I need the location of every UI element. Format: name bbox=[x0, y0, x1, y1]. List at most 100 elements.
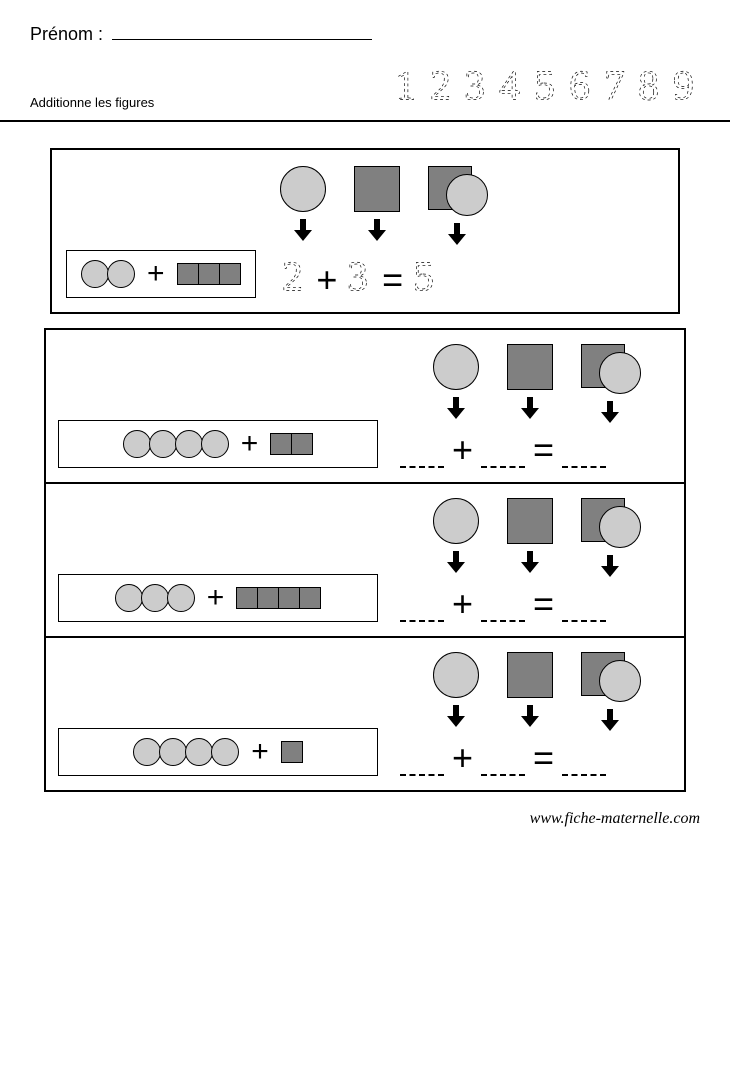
circle-shape bbox=[107, 260, 135, 288]
exercises-box: + +=+ +=+ bbox=[44, 328, 686, 792]
arrow-down-icon bbox=[366, 218, 388, 242]
circle-shape bbox=[211, 738, 239, 766]
plus-operator: + bbox=[207, 583, 225, 613]
svg-text:4: 4 bbox=[499, 63, 520, 107]
arrow-down-icon bbox=[519, 704, 541, 728]
trace-digit: 3 bbox=[462, 63, 491, 114]
svg-text:6: 6 bbox=[569, 63, 590, 107]
answer-blank[interactable] bbox=[400, 588, 444, 622]
answer-blank[interactable] bbox=[481, 434, 525, 468]
answer-blank[interactable] bbox=[481, 588, 525, 622]
legend-square bbox=[507, 498, 553, 578]
legend-row bbox=[400, 498, 672, 578]
example-shape-frame: + bbox=[66, 250, 256, 298]
example-box: + 2 + 3 = 5 bbox=[50, 148, 680, 314]
arrow-down-icon bbox=[292, 218, 314, 242]
circle-shape bbox=[175, 430, 203, 458]
legend-circle bbox=[433, 652, 479, 732]
instruction-text: Additionne les figures bbox=[30, 95, 154, 114]
answer-blank[interactable] bbox=[481, 742, 525, 776]
answer-blank[interactable] bbox=[400, 742, 444, 776]
square-shape bbox=[236, 587, 258, 609]
legend-circle bbox=[433, 498, 479, 578]
answer-blank[interactable] bbox=[400, 434, 444, 468]
trace-digits: 1 2 3 4 5 6 7 8 9 bbox=[393, 63, 700, 114]
arrow-down-icon bbox=[599, 708, 621, 732]
example-equation: 2 + 3 = 5 bbox=[280, 254, 486, 298]
svg-text:2: 2 bbox=[430, 63, 451, 107]
arrow-down-icon bbox=[519, 396, 541, 420]
subheader-row: Additionne les figures 1 2 3 4 5 6 7 8 9 bbox=[30, 63, 700, 120]
square-shape bbox=[198, 263, 220, 285]
circle-shape bbox=[159, 738, 187, 766]
arrow-down-icon bbox=[599, 554, 621, 578]
svg-text:8: 8 bbox=[638, 63, 659, 107]
legend-circle bbox=[280, 166, 326, 246]
plus-operator: + bbox=[452, 432, 473, 468]
trace-digit: 4 bbox=[497, 63, 526, 114]
trace-digit: 6 bbox=[567, 63, 596, 114]
circle-shape bbox=[133, 738, 161, 766]
trace-digit: 5 bbox=[532, 63, 561, 114]
plus-operator: + bbox=[241, 429, 259, 459]
circle-shape bbox=[115, 584, 143, 612]
trace-digit: 2 bbox=[428, 63, 457, 114]
svg-text:9: 9 bbox=[673, 63, 694, 107]
circle-shape bbox=[149, 430, 177, 458]
svg-text:7: 7 bbox=[604, 63, 625, 107]
exercise-equation: += bbox=[400, 586, 672, 622]
plus-operator: + bbox=[452, 586, 473, 622]
exercise-row: + + = bbox=[46, 330, 684, 482]
square-shape bbox=[278, 587, 300, 609]
exercise-row: + += bbox=[46, 636, 684, 790]
legend-circle bbox=[433, 344, 479, 424]
equals-operator: = bbox=[382, 262, 403, 298]
trace-digit: 8 bbox=[636, 63, 665, 114]
circle-shape bbox=[141, 584, 169, 612]
arrow-down-icon bbox=[445, 550, 467, 574]
circle-shape bbox=[185, 738, 213, 766]
equals-operator: = bbox=[533, 586, 554, 622]
arrow-down-icon bbox=[446, 222, 468, 246]
name-input-line[interactable] bbox=[112, 30, 372, 40]
answer-blank[interactable] bbox=[562, 742, 606, 776]
trace-digit: 9 bbox=[671, 63, 700, 114]
arrow-down-icon bbox=[445, 704, 467, 728]
legend-square bbox=[507, 344, 553, 424]
legend-combo bbox=[581, 498, 639, 578]
exercise-row: + += bbox=[46, 482, 684, 636]
svg-text:2: 2 bbox=[281, 254, 302, 298]
legend-row bbox=[400, 652, 672, 732]
example-right: 2 + 3 = 5 bbox=[280, 166, 486, 298]
square-shape bbox=[177, 263, 199, 285]
name-label: Prénom : bbox=[30, 24, 103, 44]
square-shape bbox=[270, 433, 292, 455]
exercise-shape-frame: + bbox=[58, 420, 378, 468]
svg-text:5: 5 bbox=[534, 63, 555, 107]
exercise-shape-frame: + bbox=[58, 574, 378, 622]
arrow-down-icon bbox=[599, 400, 621, 424]
equals-operator: = bbox=[533, 432, 554, 468]
svg-text:3: 3 bbox=[464, 63, 485, 107]
arrow-down-icon bbox=[519, 550, 541, 574]
legend-square bbox=[507, 652, 553, 732]
square-shape bbox=[281, 741, 303, 763]
square-shape bbox=[299, 587, 321, 609]
plus-operator: + bbox=[251, 737, 269, 767]
legend-combo bbox=[581, 652, 639, 732]
exercise-equation: += bbox=[400, 740, 672, 776]
plus-operator: + bbox=[452, 740, 473, 776]
circle-shape bbox=[167, 584, 195, 612]
answer-blank[interactable] bbox=[562, 588, 606, 622]
arrow-down-icon bbox=[445, 396, 467, 420]
plus-operator: + bbox=[147, 259, 165, 289]
legend-row bbox=[400, 344, 672, 424]
circle-shape bbox=[81, 260, 109, 288]
legend-combo bbox=[428, 166, 486, 246]
name-row: Prénom : bbox=[30, 24, 700, 45]
square-shape bbox=[257, 587, 279, 609]
legend-square bbox=[354, 166, 400, 246]
trace-digit: 7 bbox=[602, 63, 631, 114]
legend-combo bbox=[581, 344, 639, 424]
answer-blank[interactable] bbox=[562, 434, 606, 468]
